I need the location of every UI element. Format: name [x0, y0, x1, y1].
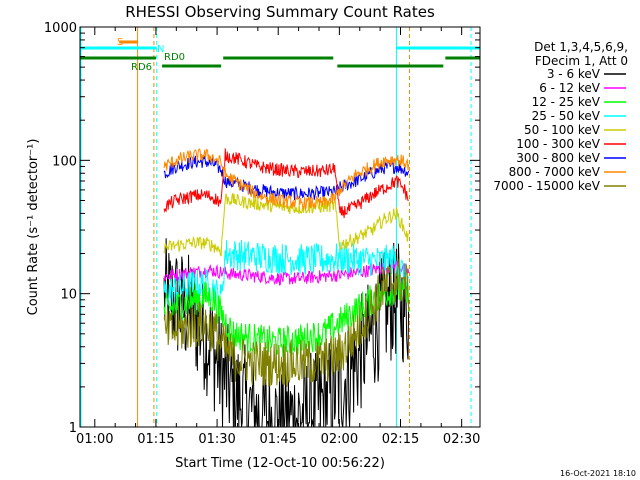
- series-layer: [163, 148, 410, 428]
- y-tick-label-1000: 1000: [44, 21, 77, 36]
- series-line-7000-15000-kev: [163, 258, 410, 388]
- legend-entry-label: 100 - 300 keV: [516, 137, 600, 151]
- legend-entry-label: 25 - 50 keV: [532, 109, 601, 123]
- legend-entry-label: 12 - 25 keV: [532, 95, 601, 109]
- series-line-100-300-kev: [163, 148, 409, 219]
- y-axis-label: Count Rate (s⁻¹ detector⁻¹): [26, 139, 41, 316]
- series-line-50-100-kev: [163, 193, 410, 257]
- flag-label-rd6: RD6: [131, 62, 152, 73]
- legend-entry-label: 3 - 6 keV: [547, 67, 601, 81]
- x-tick-label-01-15: 01:15: [137, 432, 174, 447]
- legend-entry-label: 800 - 7000 keV: [509, 165, 601, 179]
- x-tick-label-02-00: 02:00: [321, 432, 358, 447]
- x-tick-label-02-30: 02:30: [443, 432, 480, 447]
- legend-header-line-1: FDecim 1, Att 0: [535, 54, 628, 68]
- x-tick-label-02-15: 02:15: [382, 432, 419, 447]
- series-line-6-12-kev: [163, 259, 410, 286]
- axes-layer: 1 10 100 1000 01:00 01:15 01:30 01:45 02:00 02:15…: [44, 21, 480, 447]
- x-tick-label-01-00: 01:00: [76, 432, 113, 447]
- y-tick-label-1: 1: [69, 421, 77, 436]
- x-axis-label: Start Time (12-Oct-10 00:56:22): [175, 456, 385, 471]
- y-tick-label-10: 10: [60, 288, 77, 303]
- plot-frame: [79, 26, 481, 428]
- flag-label-s: S: [117, 37, 123, 48]
- flag-label-rd0: RD0: [164, 52, 185, 63]
- x-tick-label-01-45: 01:45: [259, 432, 296, 447]
- flag-label-n: N: [157, 44, 164, 55]
- legend-entry-label: 6 - 12 keV: [539, 81, 601, 95]
- legend-entry-label: 50 - 100 keV: [524, 123, 601, 137]
- series-line-12-25-kev: [163, 274, 410, 358]
- footer-timestamp: 16-Oct-2021 18:10: [560, 469, 636, 478]
- series-line-800-7000-kev: [163, 148, 410, 212]
- legend-header-line-0: Det 1,3,4,5,6,9,: [534, 40, 628, 54]
- y-tick-label-100: 100: [52, 154, 77, 169]
- chart-title: RHESSI Observing Summary Count Rates: [125, 3, 435, 21]
- legend-entry-label: 300 - 800 keV: [516, 151, 600, 165]
- x-tick-label-01-30: 01:30: [198, 432, 235, 447]
- legend: Det 1,3,4,5,6,9,FDecim 1, Att 03 - 6 keV…: [493, 40, 628, 193]
- legend-entry-label: 7000 - 15000 keV: [493, 179, 600, 193]
